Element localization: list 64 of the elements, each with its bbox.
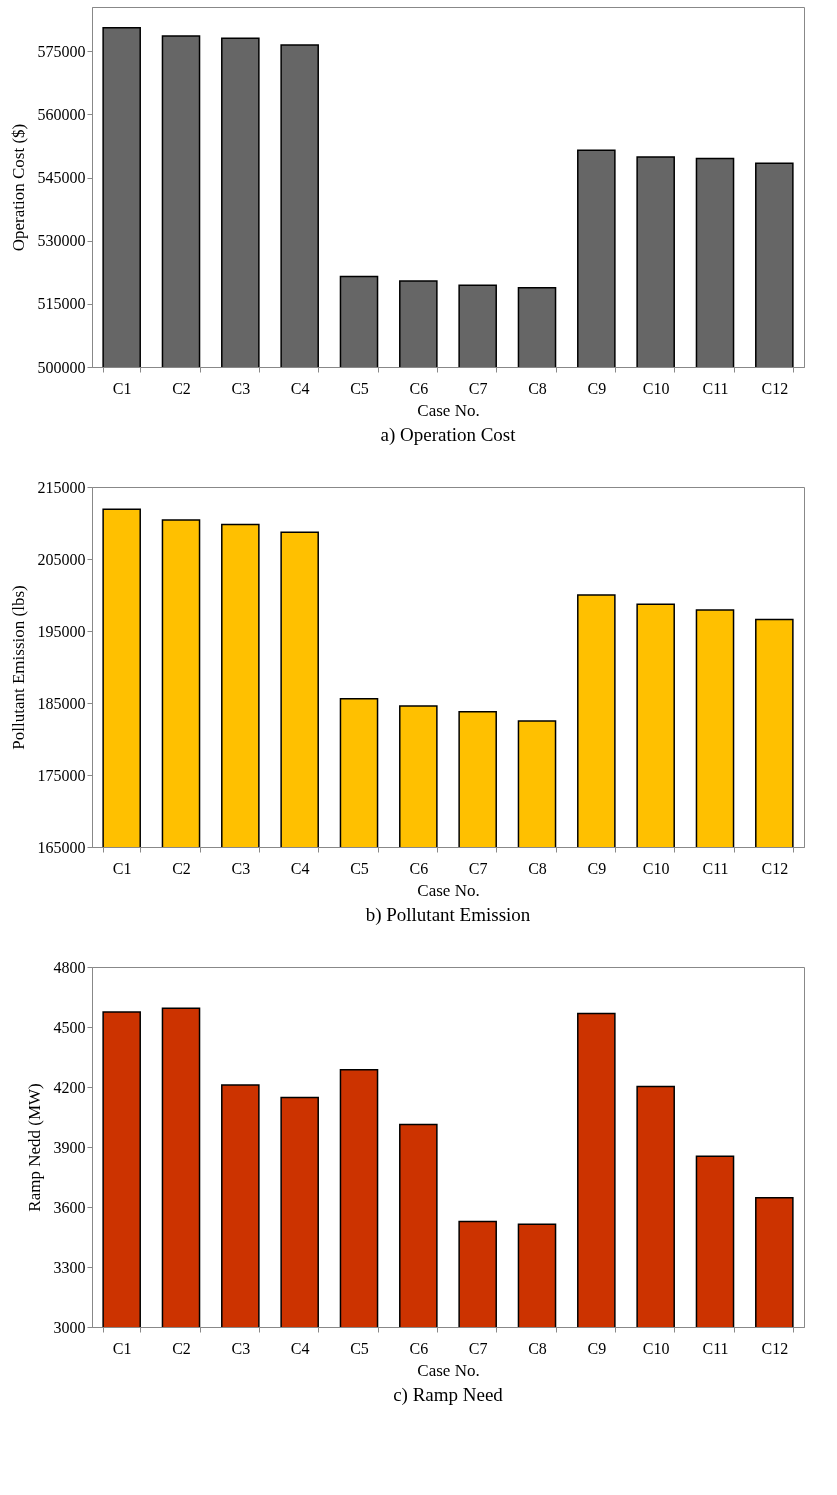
y-tick-label: 205000	[37, 550, 86, 568]
x-tick-label: C1	[112, 1339, 132, 1357]
y-tick-label: 3000	[53, 1318, 86, 1336]
y-tick-label: 4200	[53, 1078, 86, 1096]
x-tick-label: C10	[642, 1339, 670, 1357]
x-tick-label: C3	[231, 379, 251, 397]
x-tick-label: C5	[350, 379, 369, 397]
x-tick-label: C8	[528, 379, 547, 397]
x-tick-label: C10	[642, 859, 670, 877]
x-tick-label: C9	[587, 379, 607, 397]
y-tick-label: 185000	[37, 694, 86, 712]
x-axis-title: Case No.	[417, 400, 480, 420]
x-tick-label: C7	[468, 859, 488, 877]
y-axis-title: Ramp Nedd (MW)	[24, 1083, 44, 1212]
y-tick-label: 545000	[37, 169, 86, 187]
x-tick-label: C12	[761, 1339, 789, 1357]
x-tick-label: C8	[528, 1339, 547, 1357]
x-tick-label: C6	[409, 1339, 429, 1357]
x-tick-label: C6	[409, 859, 429, 877]
text: c) Ramp Need	[393, 1384, 504, 1406]
x-tick-label: C3	[231, 859, 251, 877]
y-axis-title: Pollutant Emission (lbs)	[8, 585, 28, 750]
x-tick-label: C11	[702, 1339, 729, 1357]
x-tick-label: C7	[468, 379, 488, 397]
x-tick-label: C9	[587, 1339, 607, 1357]
x-tick-label: C5	[350, 1339, 369, 1357]
y-tick-label: 560000	[37, 105, 86, 123]
x-tick-label: C4	[290, 859, 310, 877]
x-axis-title: Case No.	[417, 1360, 480, 1380]
x-tick-label: C2	[172, 859, 191, 877]
y-tick-label: 175000	[37, 766, 86, 784]
y-tick-label: 575000	[37, 42, 86, 60]
x-axis-title: Case No.	[417, 880, 480, 900]
x-tick-label: C9	[587, 859, 607, 877]
y-tick-label: 3600	[53, 1198, 86, 1216]
x-tick-label: C1	[112, 379, 132, 397]
y-tick-label: 195000	[37, 622, 86, 640]
y-tick-label: 165000	[37, 838, 86, 856]
x-tick-label: C2	[172, 379, 191, 397]
x-tick-label: C3	[231, 1339, 251, 1357]
x-tick-label: C11	[702, 859, 729, 877]
y-tick-label: 3300	[53, 1258, 86, 1276]
text: a) Operation Cost	[380, 424, 517, 446]
y-tick-label: 500000	[37, 358, 86, 376]
x-tick-label: C1	[112, 859, 132, 877]
y-tick-label: 215000	[37, 478, 86, 496]
y-tick-label: 530000	[37, 232, 86, 250]
y-tick-label: 3900	[53, 1138, 86, 1156]
x-tick-label: C4	[290, 1339, 310, 1357]
y-tick-label: 4800	[53, 958, 86, 976]
x-tick-label: C10	[642, 379, 670, 397]
y-tick-label: 515000	[37, 295, 86, 313]
x-tick-label: C7	[468, 1339, 488, 1357]
x-tick-label: C11	[702, 379, 729, 397]
x-tick-label: C12	[761, 859, 789, 877]
text: b) Pollutant Emission	[365, 904, 531, 926]
y-axis-title: Operation Cost ($)	[8, 123, 28, 252]
x-tick-label: C12	[761, 379, 789, 397]
x-tick-label: C5	[350, 859, 369, 877]
x-tick-label: C2	[172, 1339, 191, 1357]
x-tick-label: C6	[409, 379, 429, 397]
x-tick-label: C8	[528, 859, 547, 877]
y-tick-label: 4500	[53, 1018, 86, 1036]
x-tick-label: C4	[290, 379, 310, 397]
